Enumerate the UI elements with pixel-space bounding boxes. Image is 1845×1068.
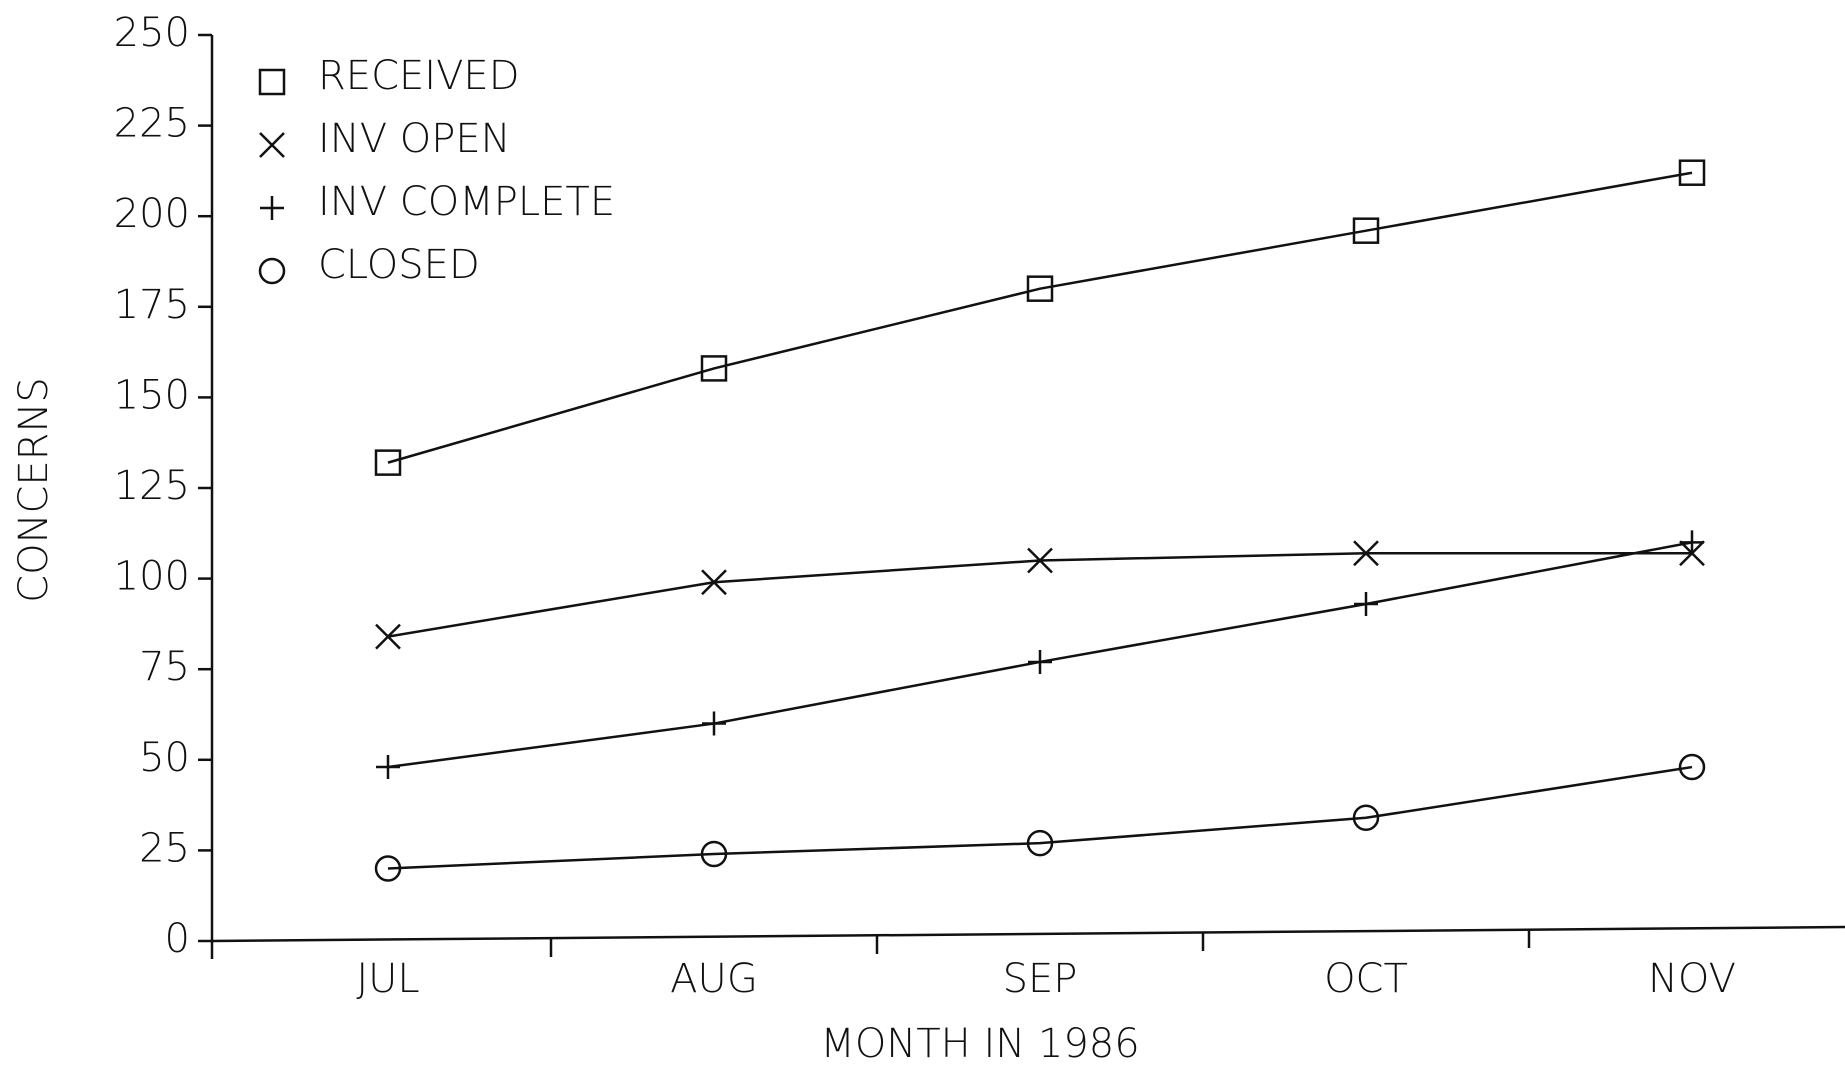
marker [700,355,728,382]
marker [702,711,726,736]
y-tick-label: 200 [114,191,190,237]
y-tick-label: 125 [114,463,190,509]
marker [1353,540,1379,567]
marker [375,623,401,650]
marker [258,257,286,285]
y-tick-label: 175 [114,282,190,328]
x-tick-label: AUG [670,956,758,1002]
marker [1352,804,1380,832]
marker [1352,217,1380,244]
x-axis [211,925,1845,943]
y-tick-label: 150 [114,372,190,418]
marker [374,449,402,476]
marker [1678,159,1706,186]
y-axis-label: CONCERNS [11,377,57,603]
marker [260,196,284,220]
x-tick-label: SEP [1003,956,1078,1002]
x-tick-label: JUL [356,956,419,1002]
x-axis-label: MONTH IN 1986 [820,1021,1139,1067]
series-line [387,765,1693,870]
y-tick-label: 100 [114,554,190,600]
y-tick-label: 250 [114,10,190,56]
marker [1026,275,1054,302]
marker [1678,753,1706,781]
y-tick-label: 50 [139,735,190,781]
marker [1354,591,1378,616]
y-tick-label: 225 [114,101,190,147]
marker [1027,547,1053,574]
legend-label: INV OPEN [318,116,511,162]
series-line [387,171,1693,464]
marker [701,569,727,596]
x-tick-label: NOV [1648,956,1736,1002]
legend-label: RECEIVED [318,53,520,99]
marker [1680,530,1704,555]
y-tick-label: 0 [165,916,190,962]
marker [1028,649,1052,674]
marker [700,840,728,868]
marker [376,755,400,780]
y-tick-label: 25 [139,825,190,871]
legend-label: CLOSED [318,242,480,288]
y-tick-label: 75 [139,644,190,690]
series-line [387,551,1692,638]
marker [374,855,402,882]
x-tick-label: OCT [1324,956,1408,1002]
marker [258,68,286,96]
marker [259,132,285,158]
legend-label: INV COMPLETE [318,179,615,225]
marker [1026,829,1054,857]
